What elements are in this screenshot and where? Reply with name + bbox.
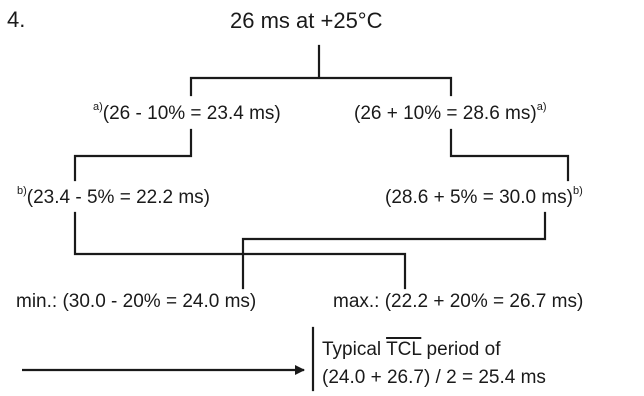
connector-left-branch (73, 128, 193, 182)
level1-left-mark: a) (93, 101, 103, 113)
level1-left: a)(26 - 10% = 23.4 ms) (93, 101, 281, 124)
result-label: Typical TCL period of (322, 340, 501, 359)
level2-right: (28.6 + 5% = 30.0 ms)b) (385, 185, 583, 208)
level2-right-mark: b) (573, 185, 583, 197)
result-equation: (24.0 + 26.7) / 2 = 25.4 ms (322, 367, 546, 388)
connector-to-min (241, 211, 547, 290)
min-value: min.: (30.0 - 20% = 24.0 ms) (16, 291, 257, 312)
level2-left: b)(23.4 - 5% = 22.2 ms) (17, 185, 210, 208)
tcl-signal-name: TCL (386, 339, 422, 360)
connector-to-max (73, 211, 407, 290)
step-number: 4. (7, 7, 26, 32)
top-value: 26 ms at +25°C (230, 8, 383, 33)
level1-right: (26 + 10% = 28.6 ms)a) (354, 101, 547, 124)
result-prefix: Typical (322, 339, 387, 360)
level2-left-mark: b) (17, 185, 27, 197)
connector-top-split (189, 44, 453, 97)
max-value: max.: (22.2 + 20% = 26.7 ms) (333, 291, 584, 312)
connector-right-branch (449, 128, 570, 182)
result-suffix: period of (421, 339, 501, 360)
level1-left-text: (26 - 10% = 23.4 ms) (102, 103, 281, 124)
level2-right-text: (28.6 + 5% = 30.0 ms) (385, 187, 573, 208)
level1-right-text: (26 + 10% = 28.6 ms) (354, 103, 537, 124)
level1-right-mark: a) (536, 101, 547, 113)
level2-left-text: (23.4 - 5% = 22.2 ms) (26, 187, 210, 208)
